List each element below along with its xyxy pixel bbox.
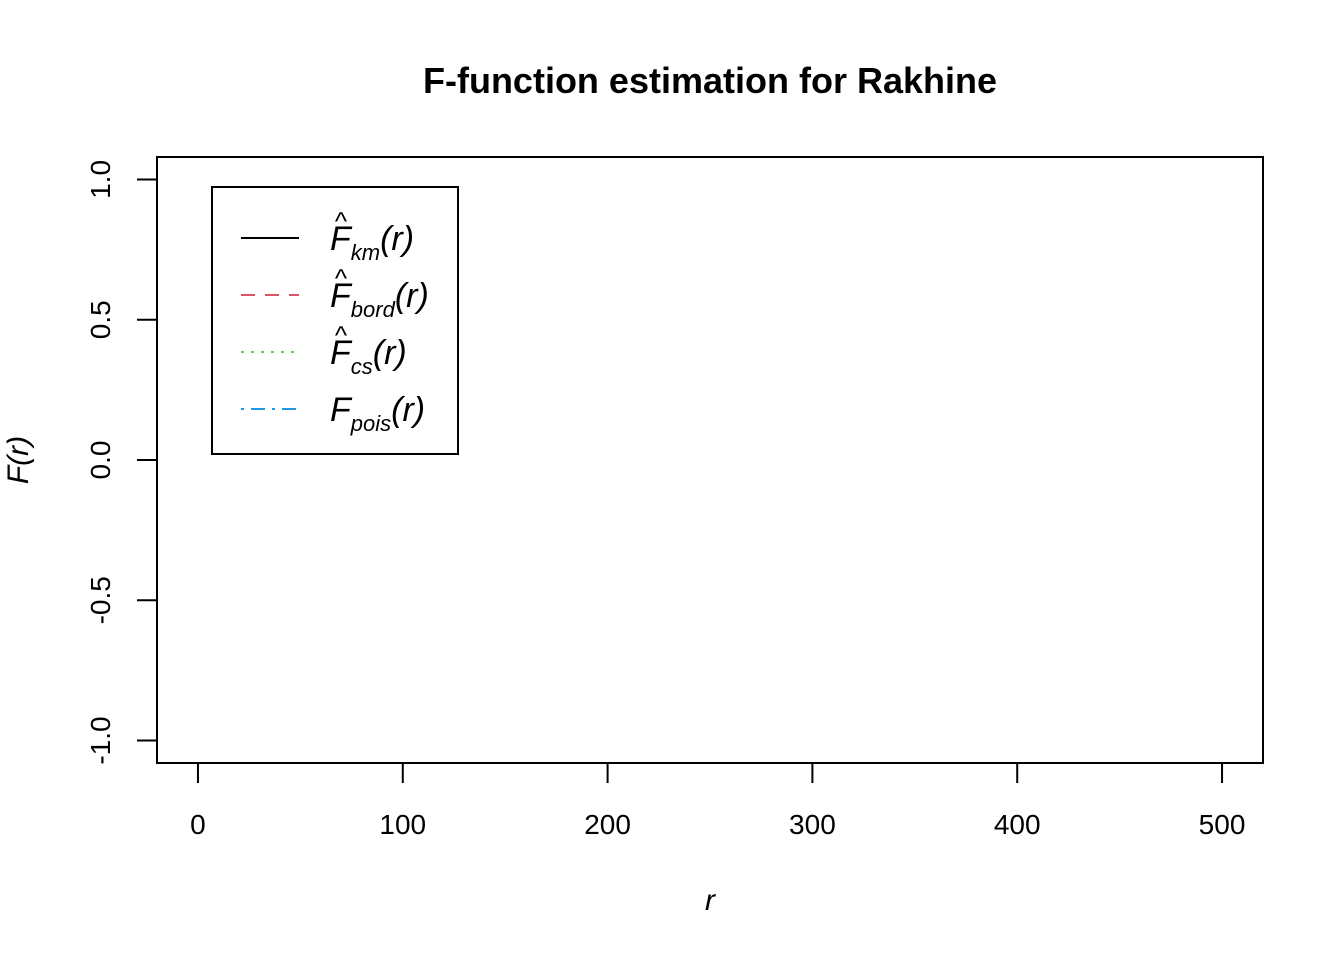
legend-label-km: Fkm(r) — [330, 220, 414, 265]
y-tick-label: 0.0 — [85, 441, 116, 480]
y-tick-label: -0.5 — [85, 576, 116, 624]
x-tick-label: 100 — [379, 809, 426, 840]
y-tick-label: -1.0 — [85, 716, 116, 764]
legend-label-bord: Fbord(r) — [330, 277, 429, 322]
legend-hat-cs: ^ — [335, 320, 348, 350]
x-axis-label: r — [705, 884, 716, 917]
chart-title: F-function estimation for Rakhine — [423, 60, 997, 101]
y-tick-label: 0.5 — [85, 300, 116, 339]
x-tick-label: 0 — [190, 809, 206, 840]
y-axis-label: F(r) — [2, 436, 35, 484]
x-tick-label: 500 — [1199, 809, 1246, 840]
legend-hat-bord: ^ — [335, 263, 348, 293]
legend: Fkm(r)^Fbord(r)^Fcs(r)^Fpois(r) — [211, 186, 459, 455]
y-tick-label: 1.0 — [85, 160, 116, 199]
x-tick-label: 300 — [789, 809, 836, 840]
legend-label-pois: Fpois(r) — [330, 391, 425, 436]
y-axis: -1.0 -0.5 0.0 0.5 1.0 — [85, 160, 158, 765]
x-axis: 0 100 200 300 400 500 — [190, 762, 1246, 840]
legend-label-cs: Fcs(r) — [330, 334, 407, 379]
x-tick-label: 200 — [584, 809, 631, 840]
legend-hat-km: ^ — [335, 206, 348, 236]
x-tick-label: 400 — [994, 809, 1041, 840]
